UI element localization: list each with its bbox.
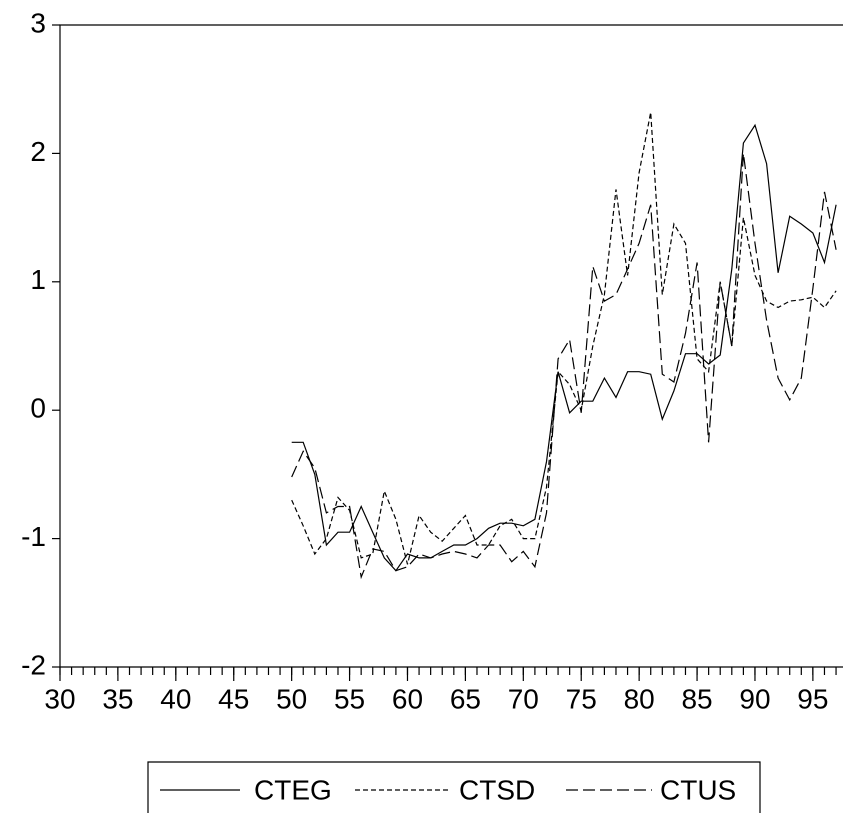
legend-label: CTSD [459,774,535,805]
x-tick-label: 35 [102,683,133,714]
x-tick-label: 75 [566,683,597,714]
axis-frame [59,24,843,668]
x-tick-label: 40 [160,683,191,714]
x-tick-label: 80 [624,683,655,714]
series-line [291,112,837,565]
series-line [291,123,837,572]
x-tick-label: 70 [508,683,539,714]
x-tick-label: 95 [797,683,828,714]
x-tick-label: 50 [276,683,307,714]
y-tick-label: 0 [30,393,46,424]
y-tick-label: 2 [30,136,46,167]
y-tick-label: 3 [30,7,46,38]
y-tick-label: -2 [21,649,46,680]
series-line [291,153,837,580]
x-tick-label: 55 [334,683,365,714]
y-tick-label: 1 [30,264,46,295]
x-tick-label: 85 [681,683,712,714]
legend-label: CTEG [254,774,332,805]
x-tick-label: 45 [218,683,249,714]
legend-label: CTUS [660,774,736,805]
x-tick-label: 30 [44,683,75,714]
x-tick-label: 60 [392,683,423,714]
legend-box [147,761,761,813]
y-tick-label: -1 [21,521,46,552]
x-tick-label: 90 [739,683,770,714]
x-tick-label: 65 [450,683,481,714]
